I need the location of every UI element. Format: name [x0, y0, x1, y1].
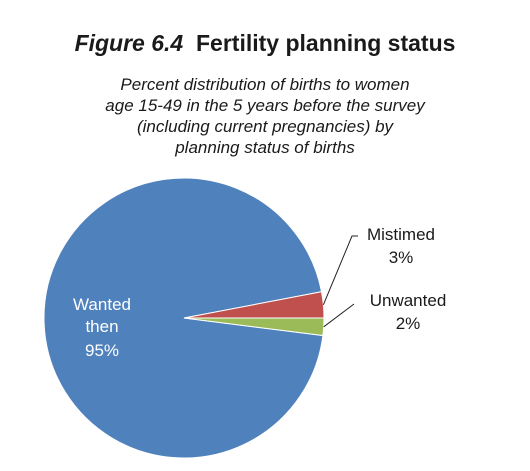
subtitle-line: Percent distribution of births to women [120, 75, 410, 94]
leader-line-unwanted [323, 303, 355, 328]
slice-wanted [43, 177, 324, 459]
data-label-mistimed: 3% [389, 248, 414, 267]
slice-label-wanted: Wanted [73, 295, 131, 314]
figure-number: Figure 6.4 [74, 30, 184, 56]
subtitle-line: planning status of births [175, 138, 355, 157]
figure-title: Fertility planning status [196, 30, 456, 56]
slice-label-mistimed: Mistimed [367, 225, 435, 244]
slice-unwanted [183, 317, 325, 337]
data-label-unwanted: 2% [396, 314, 421, 333]
slice-label-unwanted: Unwanted [370, 291, 447, 310]
chart-subtitle: Percent distribution of births to women … [0, 74, 530, 158]
slice-label-wanted: then [85, 317, 118, 336]
leader-line-mistimed [322, 235, 358, 306]
subtitle-line: age 15-49 in the 5 years before the surv… [105, 96, 425, 115]
chart-title: Figure 6.4 Fertility planning status [0, 30, 530, 57]
data-label-wanted: 95% [85, 341, 119, 360]
subtitle-line: (including current pregnancies) by [136, 117, 394, 136]
